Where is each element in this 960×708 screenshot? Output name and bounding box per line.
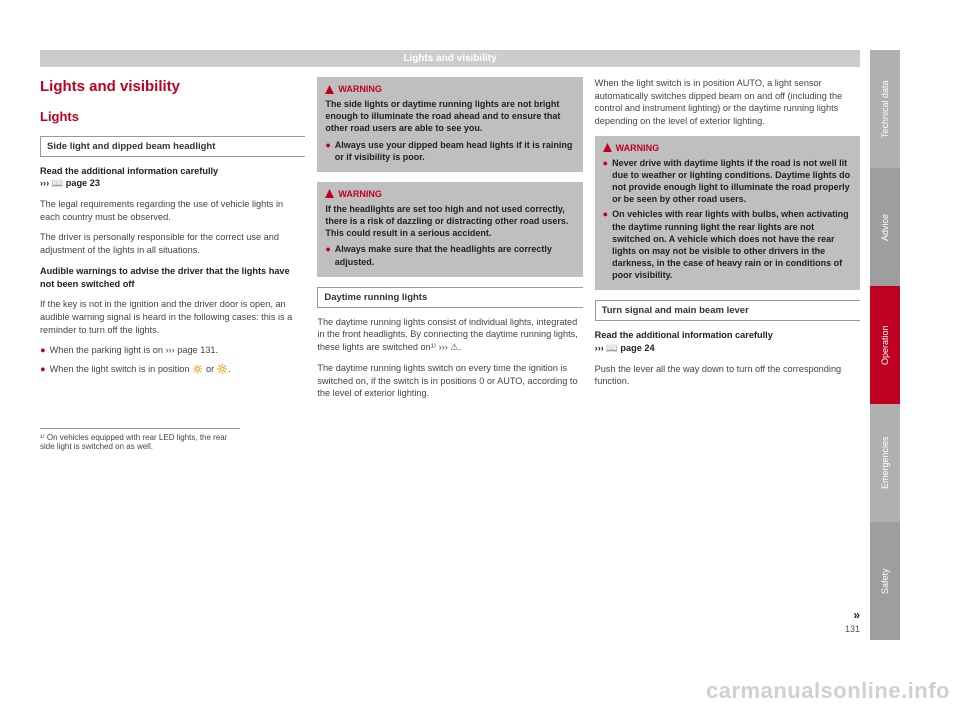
warning-triangle-icon	[325, 189, 334, 198]
bullet-dot-icon: ●	[325, 139, 330, 163]
warning-head: WARNING	[325, 188, 574, 200]
bullet-dot-icon: ●	[603, 157, 608, 206]
read-additional-ref: ››› 📖 page 23	[40, 178, 100, 188]
footnote: ¹⁾ On vehicles equipped with rear LED li…	[40, 428, 240, 451]
read-additional-bold: Read the additional information carefull…	[40, 166, 218, 176]
warning-2-bullet: ● Always make sure that the headlights a…	[325, 243, 574, 267]
warning-1-bullet: ● Always use your dipped beam head light…	[325, 139, 574, 163]
warning-triangle-icon	[603, 143, 612, 152]
warning-box-2: WARNING If the headlights are set too hi…	[317, 182, 582, 277]
read-additional-2-ref: ››› 📖 page 24	[595, 343, 655, 353]
daytime-lights-p1: The daytime running lights consist of in…	[317, 316, 582, 354]
side-tab[interactable]: Emergencies	[870, 404, 900, 522]
warning-1-bullet-text: Always use your dipped beam head lights …	[335, 139, 575, 163]
bullet-parking-light-text: When the parking light is on ››› page 13…	[50, 344, 219, 357]
daytime-lights-p2: The daytime running lights switch on eve…	[317, 362, 582, 400]
section-heading: Lights	[40, 108, 305, 126]
driver-responsible: The driver is personally responsible for…	[40, 231, 305, 256]
header-bar: Lights and visibility	[40, 50, 860, 67]
read-additional-2: Read the additional information carefull…	[595, 329, 860, 354]
warning-3-bullet-1-text: Never drive with daytime lights if the r…	[612, 157, 852, 206]
subheading-turn-signal: Turn signal and main beam lever	[595, 300, 860, 321]
warning-3-bullet-2: ● On vehicles with rear lights with bulb…	[603, 208, 852, 281]
bullet-dot-icon: ●	[325, 243, 330, 267]
side-tabs: Technical dataAdviceOperationEmergencies…	[870, 50, 900, 640]
warning-label: WARNING	[338, 83, 382, 95]
subheading-side-light: Side light and dipped beam headlight	[40, 136, 305, 157]
side-tab[interactable]: Advice	[870, 168, 900, 286]
bullet-parking-light: ● When the parking light is on ››› page …	[40, 344, 305, 357]
push-lever-text: Push the lever all the way down to turn …	[595, 363, 860, 388]
warning-label: WARNING	[616, 142, 660, 154]
page-number: 131	[845, 624, 860, 634]
warning-box-3: WARNING ● Never drive with daytime light…	[595, 136, 860, 291]
content-columns: Lights and visibility Lights Side light …	[40, 67, 860, 408]
bullet-light-switch: ● When the light switch is in position 🔅…	[40, 363, 305, 376]
column-1: Lights and visibility Lights Side light …	[40, 67, 317, 408]
warning-2-bullet-text: Always make sure that the headlights are…	[335, 243, 575, 267]
side-tab[interactable]: Safety	[870, 522, 900, 640]
bullet-dot-icon: ●	[40, 363, 46, 376]
audible-warnings-heading: Audible warnings to advise the driver th…	[40, 265, 305, 290]
column-3: When the light switch is in position AUT…	[595, 67, 860, 408]
column-2: WARNING The side lights or daytime runni…	[317, 67, 594, 408]
bullet-dot-icon: ●	[40, 344, 46, 357]
warning-box-1: WARNING The side lights or daytime runni…	[317, 77, 582, 172]
read-additional-2-bold: Read the additional information carefull…	[595, 330, 773, 340]
warning-head: WARNING	[603, 142, 852, 154]
warning-1-text: The side lights or daytime running light…	[325, 98, 574, 134]
page-title: Lights and visibility	[40, 77, 305, 98]
read-additional: Read the additional information carefull…	[40, 165, 305, 190]
watermark: carmanualsonline.info	[706, 678, 950, 704]
warning-2-text: If the headlights are set too high and n…	[325, 203, 574, 239]
side-tab[interactable]: Operation	[870, 286, 900, 404]
audible-warnings-text: If the key is not in the ignition and th…	[40, 298, 305, 336]
continuation-arrows: »	[853, 608, 860, 622]
auto-position-text: When the light switch is in position AUT…	[595, 77, 860, 128]
warning-3-bullet-1: ● Never drive with daytime lights if the…	[603, 157, 852, 206]
warning-triangle-icon	[325, 85, 334, 94]
side-tab[interactable]: Technical data	[870, 50, 900, 168]
warning-3-bullet-2-text: On vehicles with rear lights with bulbs,…	[612, 208, 852, 281]
bullet-dot-icon: ●	[603, 208, 608, 281]
page-container: Lights and visibility Lights and visibil…	[40, 50, 900, 640]
subheading-daytime-lights: Daytime running lights	[317, 287, 582, 308]
warning-head: WARNING	[325, 83, 574, 95]
legal-requirements: The legal requirements regarding the use…	[40, 198, 305, 223]
warning-label: WARNING	[338, 188, 382, 200]
bullet-light-switch-text: When the light switch is in position 🔅 o…	[50, 363, 231, 376]
